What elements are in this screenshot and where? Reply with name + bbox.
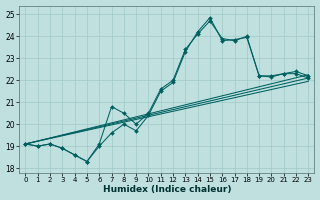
X-axis label: Humidex (Indice chaleur): Humidex (Indice chaleur) (103, 185, 231, 194)
